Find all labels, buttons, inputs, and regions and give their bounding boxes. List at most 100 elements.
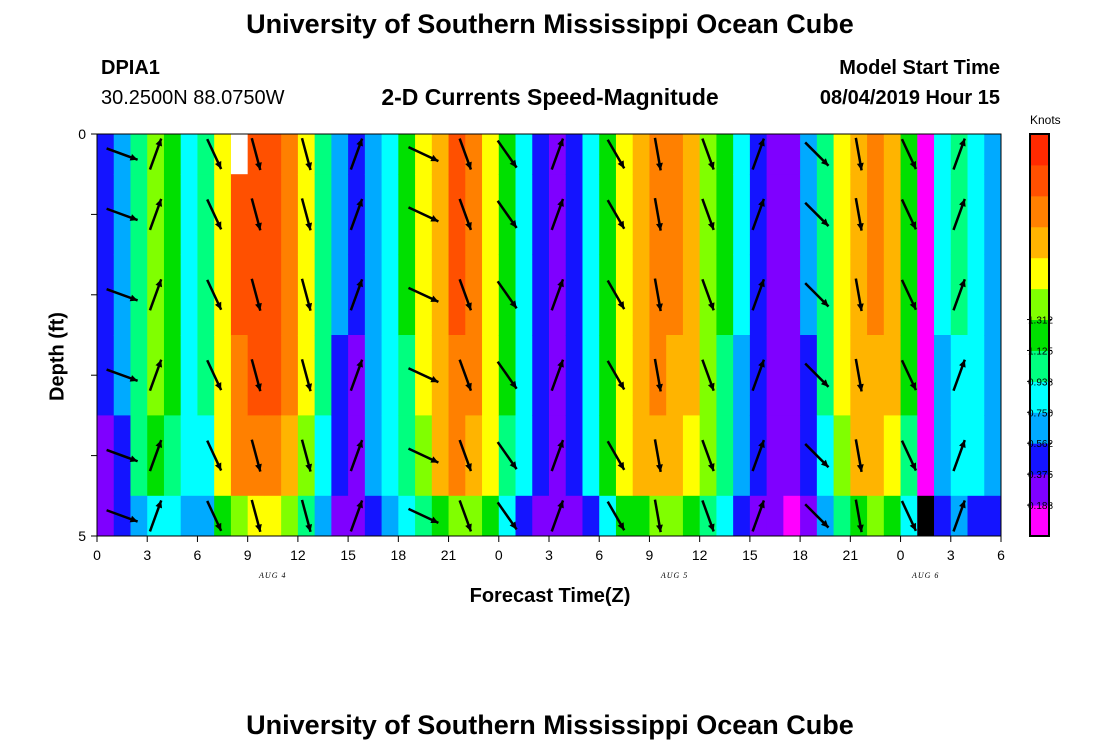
x-tick-label: 12 [290, 547, 306, 563]
missing-cell [917, 495, 935, 536]
x-tick-label: 0 [495, 547, 503, 563]
arrow-head [856, 464, 864, 472]
heatmap-cell [163, 495, 182, 537]
arrow-head [465, 221, 472, 230]
heatmap-cell [666, 174, 684, 256]
current-arrow [900, 279, 918, 311]
heatmap-cell [448, 254, 466, 336]
heatmap-cell [331, 335, 349, 416]
heatmap-cell [448, 134, 466, 175]
heatmap-cell [934, 174, 952, 256]
heatmap-cell [615, 415, 634, 497]
arrow-head [305, 383, 313, 392]
arrow-head [557, 359, 564, 368]
heatmap-cell [130, 254, 148, 336]
x-tick-label: 6 [997, 547, 1005, 563]
heatmap-cell [883, 254, 902, 336]
colorbar-tick-label: 0.188 [1028, 501, 1053, 512]
arrow-head [155, 359, 163, 368]
current-arrow [106, 207, 139, 222]
arrow-head [909, 221, 917, 230]
x-axis-title: Forecast Time(Z) [469, 585, 631, 607]
heatmap-cell [800, 254, 818, 336]
heatmap-cell [833, 134, 851, 175]
heatmap-cells [97, 134, 1002, 537]
model-start-value: 08/04/2019 Hour 15 [819, 87, 1000, 109]
heatmap-cell [130, 174, 148, 256]
heatmap-cell [398, 495, 416, 537]
arrow-head [557, 440, 564, 449]
y-tick-label: 5 [78, 528, 86, 544]
heatmap-cell [532, 495, 550, 537]
heatmap-cell [833, 254, 851, 336]
current-arrow [250, 499, 262, 533]
arrow-head [214, 522, 222, 531]
current-arrow [300, 278, 313, 312]
heatmap-cell [599, 415, 617, 497]
heatmap-cell [532, 174, 550, 256]
heatmap-cell [482, 254, 500, 336]
current-arrow [496, 360, 518, 390]
current-arrow [804, 443, 830, 469]
heatmap-cell [816, 495, 835, 537]
heatmap-cell [130, 495, 148, 537]
heatmap-cell [917, 254, 935, 336]
heatmap-cell [214, 174, 232, 256]
heatmap-cell [967, 134, 985, 175]
heatmap-cell [264, 415, 282, 497]
current-arrow [300, 499, 313, 533]
heatmap-cell [130, 335, 148, 416]
heatmap-cell [934, 134, 952, 175]
current-arrow [900, 198, 918, 230]
current-arrow [550, 138, 565, 171]
arrow-head [430, 375, 439, 383]
current-arrow [407, 447, 439, 464]
arrow-head [255, 162, 262, 171]
heatmap-cell [883, 335, 902, 416]
heatmap-cell [381, 415, 399, 497]
heatmap-cell [716, 415, 734, 497]
colorbar-swatch [1030, 226, 1049, 259]
heatmap-cell [816, 415, 835, 497]
heatmap-cell [917, 134, 935, 175]
x-tick-label: 15 [742, 547, 758, 563]
heatmap-cell [582, 134, 600, 175]
arrow-head [820, 158, 829, 166]
current-arrow [496, 441, 518, 470]
heatmap-cell [733, 174, 751, 256]
arrow-head [959, 138, 966, 147]
heatmap-cell [465, 174, 483, 256]
arrow-head [557, 279, 564, 288]
arrow-head [707, 221, 715, 230]
heatmap-cell [214, 134, 232, 175]
arrow-head [959, 440, 966, 449]
current-arrow [148, 198, 163, 231]
arrow-head [909, 301, 917, 310]
heatmap-cell [666, 415, 684, 497]
x-tick-label: 9 [244, 547, 252, 563]
arrow-head [856, 524, 864, 533]
arrow-head [959, 279, 966, 288]
arrow-head [557, 198, 564, 207]
current-arrow [106, 368, 139, 383]
heatmap-cell [867, 134, 885, 175]
arrow-head [214, 462, 222, 471]
colorbar-swatch [1030, 474, 1049, 506]
heatmap-cell [431, 254, 450, 336]
heatmap-cell [264, 254, 282, 336]
current-arrow [952, 359, 966, 392]
current-arrow [606, 199, 626, 230]
colorbar-swatch [1030, 195, 1049, 228]
heatmap-cell [984, 495, 1002, 537]
heatmap-cell [783, 174, 801, 256]
heatmap-cell [163, 134, 182, 175]
heatmap-cell [381, 134, 399, 175]
y-tick-label: 0 [78, 126, 86, 142]
heatmap-cell [214, 415, 232, 497]
current-arrow [250, 358, 262, 392]
arrow-head [430, 456, 439, 463]
x-tick-label: 6 [595, 547, 603, 563]
arrow-head [656, 383, 663, 392]
heatmap-cell [515, 415, 533, 497]
heatmap-cell [599, 495, 617, 537]
